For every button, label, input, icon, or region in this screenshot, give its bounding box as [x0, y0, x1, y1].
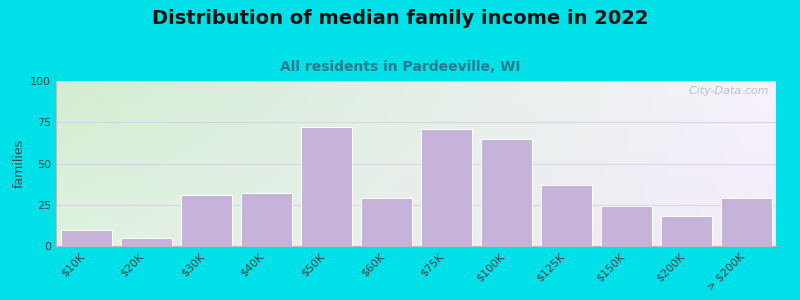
Bar	[721, 198, 771, 246]
Y-axis label: families: families	[13, 139, 26, 188]
Bar	[541, 185, 591, 246]
Bar	[301, 127, 351, 246]
Text: City-Data.com: City-Data.com	[682, 86, 769, 96]
Text: All residents in Pardeeville, WI: All residents in Pardeeville, WI	[280, 60, 520, 74]
Bar	[421, 129, 471, 246]
Bar	[241, 193, 291, 246]
Bar	[121, 238, 171, 246]
Text: Distribution of median family income in 2022: Distribution of median family income in …	[152, 9, 648, 28]
Bar	[181, 195, 231, 246]
Bar	[61, 230, 111, 246]
Bar	[601, 206, 651, 246]
Bar	[361, 198, 411, 246]
Bar	[481, 139, 531, 246]
Bar	[661, 216, 711, 246]
